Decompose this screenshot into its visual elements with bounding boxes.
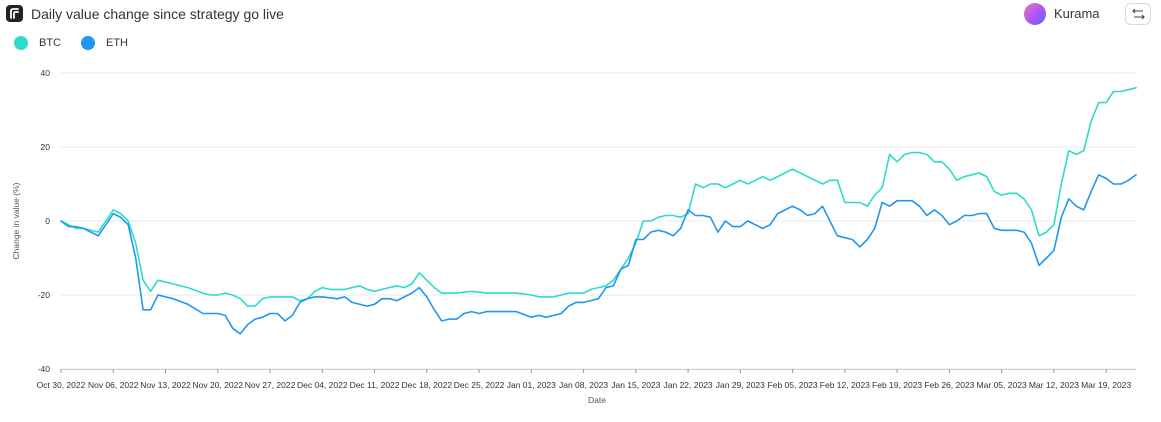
x-tick-label: Dec 25, 2022 xyxy=(454,380,505,390)
x-tick-label: Jan 01, 2023 xyxy=(507,380,556,390)
x-tick-label: Jan 08, 2023 xyxy=(559,380,608,390)
x-tick-label: Nov 27, 2022 xyxy=(245,380,296,390)
y-tick-label: 40 xyxy=(41,68,51,78)
x-tick-label: Dec 11, 2022 xyxy=(350,380,400,390)
x-tick-label: Feb 12, 2023 xyxy=(820,380,870,390)
header: Daily value change since strategy go liv… xyxy=(0,0,1161,30)
x-tick-label: Jan 15, 2023 xyxy=(611,380,660,390)
x-tick-label: Feb 26, 2023 xyxy=(924,380,974,390)
page-title: Daily value change since strategy go liv… xyxy=(31,6,284,22)
x-tick-label: Jan 29, 2023 xyxy=(716,380,765,390)
legend-label-btc: BTC xyxy=(39,37,61,49)
username: Kurama xyxy=(1054,6,1100,21)
x-tick-label: Mar 19, 2023 xyxy=(1081,380,1131,390)
swap-button[interactable] xyxy=(1125,3,1151,25)
x-tick-label: Nov 13, 2022 xyxy=(140,380,191,390)
x-axis-title: Date xyxy=(588,395,606,405)
x-tick-label: Dec 18, 2022 xyxy=(402,380,453,390)
x-tick-label: Jan 22, 2023 xyxy=(664,380,713,390)
legend-dot-btc xyxy=(14,36,28,50)
y-tick-label: -40 xyxy=(38,364,51,374)
x-tick-label: Feb 05, 2023 xyxy=(768,380,818,390)
y-tick-label: 20 xyxy=(41,142,51,152)
chart-lines xyxy=(60,87,1137,335)
x-tick-label: Oct 30, 2022 xyxy=(37,380,86,390)
x-tick-label: Mar 05, 2023 xyxy=(977,380,1027,390)
x-tick-label: Feb 19, 2023 xyxy=(872,380,922,390)
series-line-btc xyxy=(60,87,1137,307)
legend-dot-eth xyxy=(81,36,95,50)
avatar[interactable] xyxy=(1024,3,1046,25)
y-axis-ticks: 40 20 0 -20 -40 xyxy=(38,68,51,374)
y-tick-label: -20 xyxy=(38,290,51,300)
swap-arrows-icon xyxy=(1132,8,1145,20)
chart-grid xyxy=(61,72,1136,370)
y-tick-label: 0 xyxy=(45,216,50,226)
app-logo-icon[interactable] xyxy=(6,5,23,22)
x-tick-label: Dec 04, 2022 xyxy=(297,380,348,390)
legend-label-eth: ETH xyxy=(106,37,128,49)
x-tick-label: Nov 20, 2022 xyxy=(192,380,243,390)
series-line-eth xyxy=(60,174,1137,335)
x-tick-label: Nov 06, 2022 xyxy=(88,380,139,390)
x-tick-label: Mar 12, 2023 xyxy=(1029,380,1079,390)
x-axis-ticks: Oct 30, 2022 Nov 06, 2022 Nov 13, 2022 Nov … xyxy=(37,369,1131,390)
y-axis-title: Change in value (%) xyxy=(11,182,21,259)
